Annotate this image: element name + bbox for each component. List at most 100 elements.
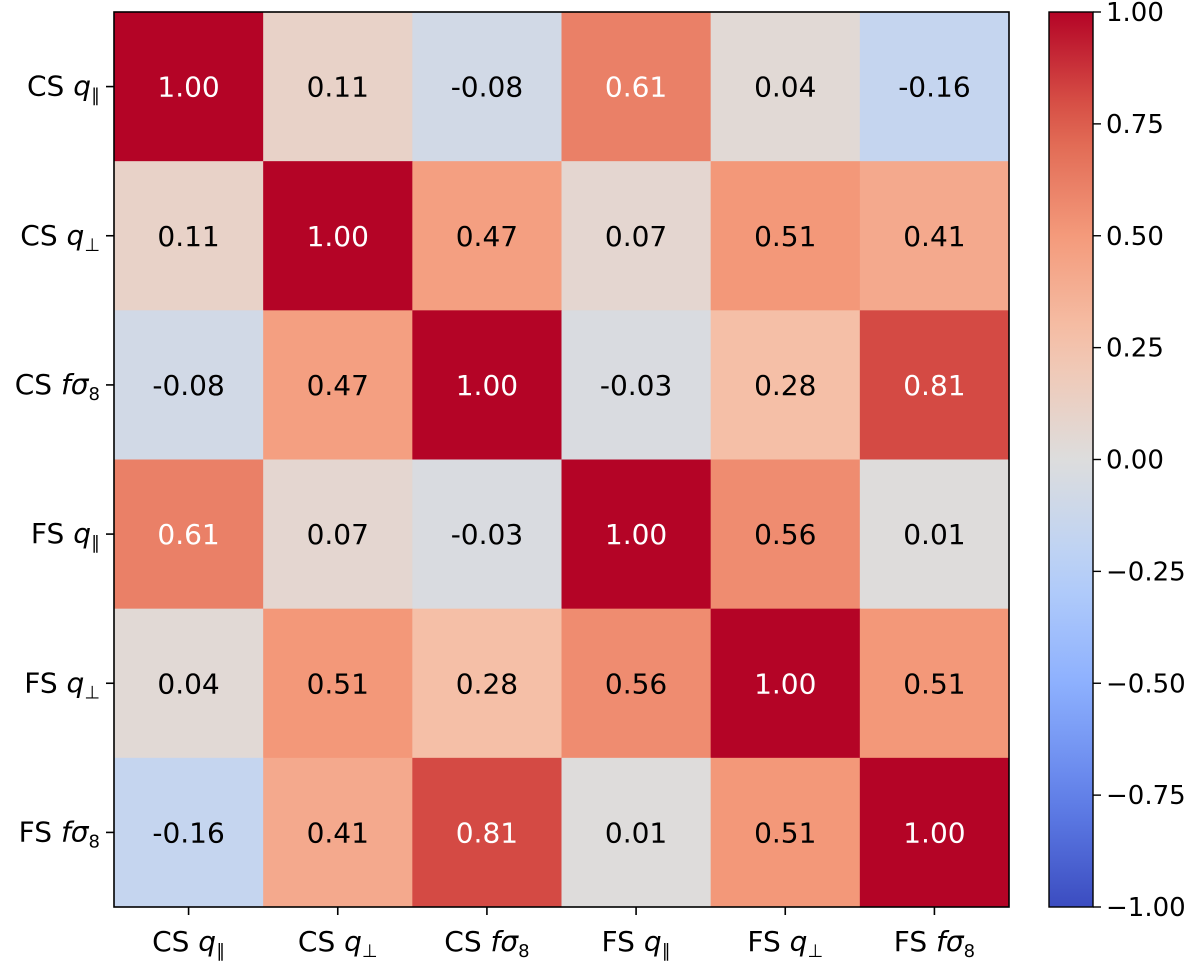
heatmap-cell (114, 459, 264, 610)
cell-value-label: 0.28 (754, 369, 816, 402)
cell-value-label: 0.51 (754, 816, 816, 849)
cell-value-label: 1.00 (903, 816, 965, 849)
heatmap-cell (561, 459, 712, 610)
heatmap-cell (412, 12, 562, 162)
cell-value-label: 0.04 (157, 667, 219, 700)
heatmap-cell (412, 161, 562, 311)
heatmap-cell (859, 310, 1010, 460)
colorbar-tick-label: 0.25 (1106, 334, 1164, 364)
cell-value-label: 0.11 (307, 71, 369, 104)
cell-value-label: 0.41 (307, 816, 369, 849)
cell-value-label: -0.16 (152, 816, 224, 849)
colorbar-tick-label: −1.00 (1106, 893, 1186, 923)
x-tick-label: FS q⊥ (747, 925, 823, 962)
x-axis: CS q∥ CS q⊥ CS fσ8 FS q∥ FS q⊥ FS fσ8 (152, 907, 975, 962)
heatmap-cell (114, 161, 264, 311)
cell-value-label: 0.47 (307, 369, 369, 402)
heatmap-cell (859, 757, 1010, 908)
colorbar-tick-label: −0.25 (1106, 557, 1186, 587)
y-tick-label: CS q⊥ (20, 219, 100, 256)
heatmap-cell (710, 459, 861, 610)
heatmap-cell (263, 310, 413, 460)
cell-value-label: 0.01 (903, 518, 965, 551)
y-tick-label: FS fσ8 (19, 815, 100, 852)
cell-value-label: 0.07 (605, 220, 667, 253)
cell-value-label: 0.11 (157, 220, 219, 253)
heatmap-cell (114, 757, 264, 908)
heatmap-cell (561, 161, 712, 311)
cell-value-label: 0.07 (307, 518, 369, 551)
heatmap-annotations: 1.00 0.11 -0.08 0.61 0.04 -0.16 0.11 1.00 0.47 0.… (152, 71, 970, 850)
colorbar-ticks: 1.00 0.75 0.50 0.25 0.00 −0.25 −0.50 −0.75 −1.00 (1093, 0, 1186, 923)
cell-value-label: 1.00 (157, 71, 219, 104)
cell-value-label: 1.00 (754, 667, 816, 700)
y-tick-label: CS fσ8 (15, 368, 100, 405)
heatmap-cell (859, 608, 1010, 759)
colorbar-tick-label: 1.00 (1106, 0, 1164, 28)
heatmap-cell (859, 12, 1010, 162)
x-tick-label: FS fσ8 (894, 925, 975, 962)
x-tick-label: FS q∥ (602, 925, 671, 962)
heatmap-cell (561, 12, 712, 162)
cell-value-label: 0.81 (903, 369, 965, 402)
cell-value-label: -0.08 (451, 71, 523, 104)
heatmap-cell (412, 757, 562, 908)
colorbar-tick-label: −0.50 (1106, 669, 1186, 699)
heatmap-cells (114, 12, 1010, 908)
heatmap-cell (263, 757, 413, 908)
y-tick-label: FS q∥ (31, 517, 100, 554)
heatmap-cell (561, 310, 712, 460)
cell-value-label: 1.00 (605, 518, 667, 551)
plot-frame (113, 11, 1010, 908)
heatmap-cell (412, 608, 562, 759)
heatmap-cell (710, 161, 861, 311)
cell-value-label: 1.00 (307, 220, 369, 253)
cell-value-label: 0.51 (754, 220, 816, 253)
x-tick-label: CS q⊥ (298, 925, 378, 962)
heatmap-cell (710, 12, 861, 162)
heatmap-cell (859, 161, 1010, 311)
colorbar-tick-label: 0.00 (1106, 446, 1164, 476)
y-tick-label: CS q∥ (27, 70, 100, 107)
cell-value-label: 0.81 (456, 816, 518, 849)
x-tick-label: CS fσ8 (444, 925, 529, 962)
cell-value-label: 0.61 (605, 71, 667, 104)
heatmap-cell (412, 310, 562, 460)
colorbar-tick-label: 0.75 (1106, 110, 1164, 140)
heatmap-cell (263, 12, 413, 162)
cell-value-label: -0.08 (152, 369, 224, 402)
cell-value-label: -0.03 (451, 518, 523, 551)
cell-value-label: -0.03 (600, 369, 672, 402)
heatmap-cell (263, 608, 413, 759)
cell-value-label: 0.47 (456, 220, 518, 253)
cell-value-label: 0.51 (307, 667, 369, 700)
heatmap-cell (710, 608, 861, 759)
heatmap-cell (859, 459, 1010, 610)
heatmap-cell (114, 12, 264, 162)
heatmap-cell (561, 608, 712, 759)
cell-value-label: -0.16 (898, 71, 970, 104)
cell-value-label: 0.61 (157, 518, 219, 551)
heatmap-cell (561, 757, 712, 908)
heatmap-cell (263, 459, 413, 610)
colorbar-gradient (1049, 12, 1093, 907)
colorbar-tick-label: 0.50 (1106, 222, 1164, 252)
heatmap-cell (114, 310, 264, 460)
cell-value-label: 0.04 (754, 71, 816, 104)
cell-value-label: 0.01 (605, 816, 667, 849)
y-axis: CS q∥ CS q⊥ CS fσ8 FS q∥ FS q⊥ FS fσ8 (15, 70, 114, 852)
cell-value-label: 0.56 (754, 518, 816, 551)
heatmap-cell (412, 459, 562, 610)
cell-value-label: 0.51 (903, 667, 965, 700)
heatmap-cell (114, 608, 264, 759)
cell-value-label: 0.41 (903, 220, 965, 253)
x-tick-label: CS q∥ (152, 925, 225, 962)
cell-value-label: 0.56 (605, 667, 667, 700)
heatmap-cell (710, 757, 861, 908)
colorbar: 1.00 0.75 0.50 0.25 0.00 −0.25 −0.50 −0.75 −1.00 (1048, 0, 1186, 923)
heatmap-cell (710, 310, 861, 460)
cell-value-label: 0.28 (456, 667, 518, 700)
heatmap-cell (263, 161, 413, 311)
y-tick-label: FS q⊥ (24, 666, 100, 703)
